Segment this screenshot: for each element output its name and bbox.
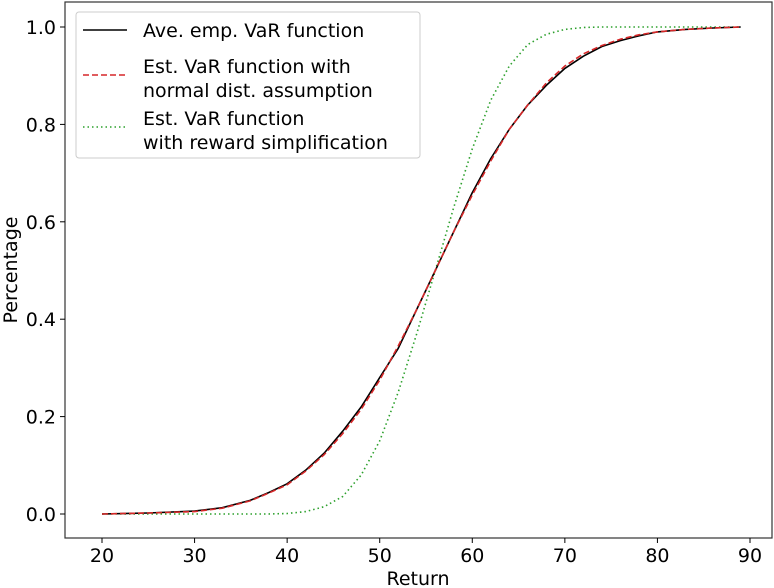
x-tick-label: 20 [90,545,114,567]
x-tick-label: 40 [275,545,299,567]
legend-label: normal dist. assumption [143,80,373,102]
legend-label: with reward simplification [143,132,388,154]
x-tick-label: 60 [460,545,484,567]
x-tick-label: 50 [368,545,392,567]
y-axis-label: Percentage [0,217,22,324]
x-tick-label: 90 [738,545,762,567]
series-lines [101,26,741,515]
y-tick-label: 0.2 [26,407,56,429]
x-axis-ticks: 20 30 40 50 60 70 80 90 [90,538,762,567]
legend-label: Est. VaR function [143,108,304,130]
legend-label: Ave. emp. VaR function [143,20,364,42]
y-tick-label: 0.4 [26,309,56,331]
x-axis-label: Return [386,568,449,588]
plot-frame [64,1,773,539]
legend-box [75,11,421,159]
legend: Ave. emp. VaR function Est. VaR function … [75,11,421,159]
x-tick-label: 80 [645,545,669,567]
y-tick-label: 0.6 [26,212,56,234]
y-tick-label: 0.0 [26,504,56,526]
x-tick-label: 30 [182,545,206,567]
x-tick-label: 70 [553,545,577,567]
y-tick-label: 1.0 [26,17,56,39]
legend-items: Ave. emp. VaR function Est. VaR function … [83,20,388,154]
legend-label: Est. VaR function with [143,56,351,78]
y-axis-ticks: 0.0 0.2 0.4 0.6 0.8 1.0 [26,17,65,526]
series-line [101,26,741,515]
y-tick-label: 0.8 [26,114,56,136]
